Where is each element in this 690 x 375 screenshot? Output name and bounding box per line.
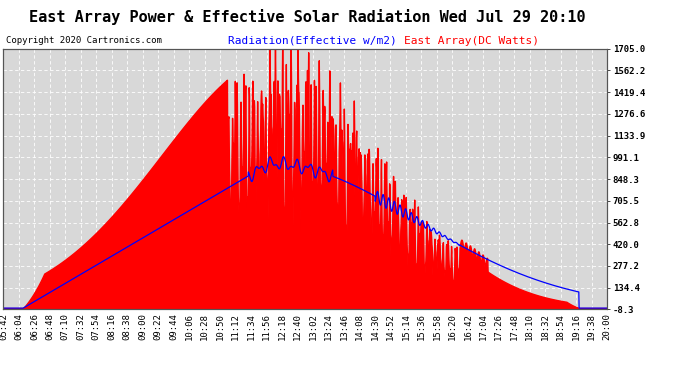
Text: 06:04: 06:04 [14, 314, 23, 340]
Text: 10:28: 10:28 [200, 314, 209, 340]
Text: 16:20: 16:20 [448, 314, 457, 340]
Text: 10:50: 10:50 [216, 314, 225, 340]
Text: 15:36: 15:36 [417, 314, 426, 340]
Text: 15:14: 15:14 [402, 314, 411, 340]
Text: 13:24: 13:24 [324, 314, 333, 340]
Text: 07:32: 07:32 [77, 314, 86, 340]
Text: 06:26: 06:26 [30, 314, 39, 340]
Text: 12:18: 12:18 [277, 314, 286, 340]
Text: 07:10: 07:10 [61, 314, 70, 340]
Text: 11:56: 11:56 [262, 314, 271, 340]
Text: 16:42: 16:42 [464, 314, 473, 340]
Text: 08:16: 08:16 [108, 314, 117, 340]
Text: 09:00: 09:00 [138, 314, 147, 340]
Text: Copyright 2020 Cartronics.com: Copyright 2020 Cartronics.com [6, 36, 161, 45]
Text: 18:10: 18:10 [525, 314, 534, 340]
Text: 10:06: 10:06 [185, 314, 194, 340]
Text: East Array(DC Watts): East Array(DC Watts) [404, 36, 539, 46]
Text: 14:30: 14:30 [371, 314, 380, 340]
Text: 09:22: 09:22 [154, 314, 163, 340]
Text: 06:48: 06:48 [46, 314, 55, 340]
Text: 12:40: 12:40 [293, 314, 302, 340]
Text: 11:12: 11:12 [231, 314, 240, 340]
Text: 19:16: 19:16 [572, 314, 581, 340]
Text: 15:58: 15:58 [433, 314, 442, 340]
Text: 13:02: 13:02 [308, 314, 317, 340]
Text: 19:38: 19:38 [587, 314, 596, 340]
Text: 09:44: 09:44 [169, 314, 178, 340]
Text: 20:00: 20:00 [602, 314, 612, 340]
Text: 05:42: 05:42 [0, 314, 8, 340]
Text: 18:32: 18:32 [541, 314, 550, 340]
Text: 17:04: 17:04 [479, 314, 488, 340]
Text: 17:48: 17:48 [510, 314, 519, 340]
Text: 11:34: 11:34 [246, 314, 255, 340]
Text: 17:26: 17:26 [494, 314, 503, 340]
Text: Radiation(Effective w/m2): Radiation(Effective w/m2) [228, 36, 397, 46]
Text: 14:52: 14:52 [386, 314, 395, 340]
Text: 13:46: 13:46 [339, 314, 348, 340]
Text: 18:54: 18:54 [556, 314, 565, 340]
Text: East Array Power & Effective Solar Radiation Wed Jul 29 20:10: East Array Power & Effective Solar Radia… [29, 9, 585, 26]
Text: 07:54: 07:54 [92, 314, 101, 340]
Text: 14:08: 14:08 [355, 314, 364, 340]
Text: 08:38: 08:38 [123, 314, 132, 340]
